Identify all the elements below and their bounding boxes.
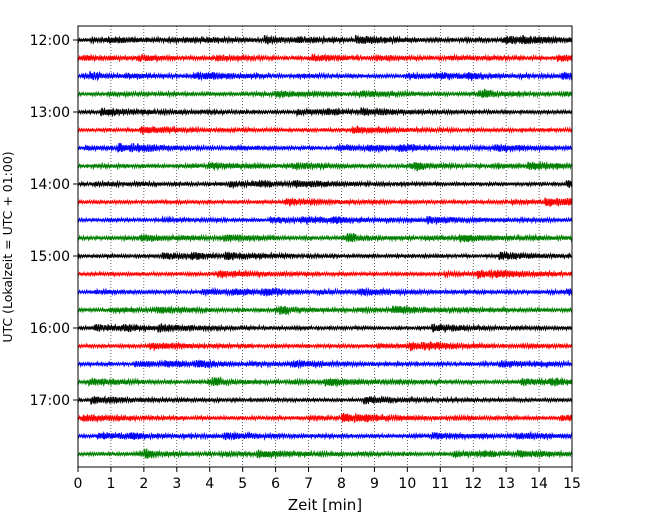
- seismic-trace: [77, 394, 573, 405]
- traces: [77, 34, 573, 460]
- y-tick-label: 17:00: [30, 393, 70, 409]
- seismic-trace: [77, 268, 573, 280]
- seismic-trace: [77, 412, 573, 424]
- x-tick-label: 6: [271, 476, 280, 492]
- seismic-trace: [77, 232, 573, 244]
- y-axis: 12:00 13:00 14:00 15:00 16:00 17:00: [30, 33, 78, 409]
- seismic-trace: [77, 125, 573, 135]
- x-tick-label: 11: [431, 476, 449, 492]
- x-tick-label: 14: [530, 476, 548, 492]
- x-tick-label: 4: [205, 476, 214, 492]
- seismic-trace: [77, 160, 573, 172]
- x-tick-label: 9: [370, 476, 379, 492]
- seismic-trace: [77, 250, 573, 261]
- y-tick-label: 13:00: [30, 105, 70, 121]
- y-tick-label: 15:00: [30, 249, 70, 265]
- x-tick-label: 1: [106, 476, 115, 492]
- seismic-trace: [77, 197, 573, 207]
- seismic-trace: [77, 215, 573, 226]
- seismic-trace: [77, 286, 573, 298]
- seismic-trace: [77, 448, 573, 460]
- x-tick-label: 2: [139, 476, 148, 492]
- seismic-trace: [77, 358, 573, 370]
- plot-frame: [77, 25, 573, 468]
- seismic-trace: [77, 375, 573, 388]
- x-tick-label: 13: [497, 476, 515, 492]
- x-tick-label: 10: [398, 476, 416, 492]
- x-tick-label: 0: [74, 476, 83, 492]
- seismic-trace: [77, 88, 573, 100]
- x-tick-label: 5: [238, 476, 247, 492]
- x-axis-label: Zeit [min]: [288, 496, 362, 514]
- seismic-trace: [77, 179, 573, 190]
- y-tick-label: 16:00: [30, 321, 70, 337]
- x-tick-label: 15: [563, 476, 581, 492]
- seismic-trace: [77, 52, 573, 64]
- x-tick-label: 8: [337, 476, 346, 492]
- x-tick-label: 3: [172, 476, 181, 492]
- seismic-trace: [77, 430, 573, 442]
- x-axis: 0 1 2 3 4 5 6 7 8 9 10 11 12 13 14 15: [74, 467, 581, 492]
- y-tick-label: 12:00: [30, 33, 70, 49]
- seismic-trace: [77, 340, 573, 352]
- seismic-trace: [77, 142, 573, 154]
- seismic-trace: [77, 106, 573, 118]
- x-tick-label: 12: [464, 476, 482, 492]
- seismic-trace: [77, 323, 573, 334]
- seismic-trace: [77, 70, 573, 82]
- y-axis-label: UTC (Lokalzeit = UTC + 01:00): [0, 151, 15, 342]
- y-tick-label: 14:00: [30, 177, 70, 193]
- seismic-trace: [77, 304, 573, 316]
- seismic-trace: [77, 34, 573, 46]
- x-tick-label: 7: [304, 476, 313, 492]
